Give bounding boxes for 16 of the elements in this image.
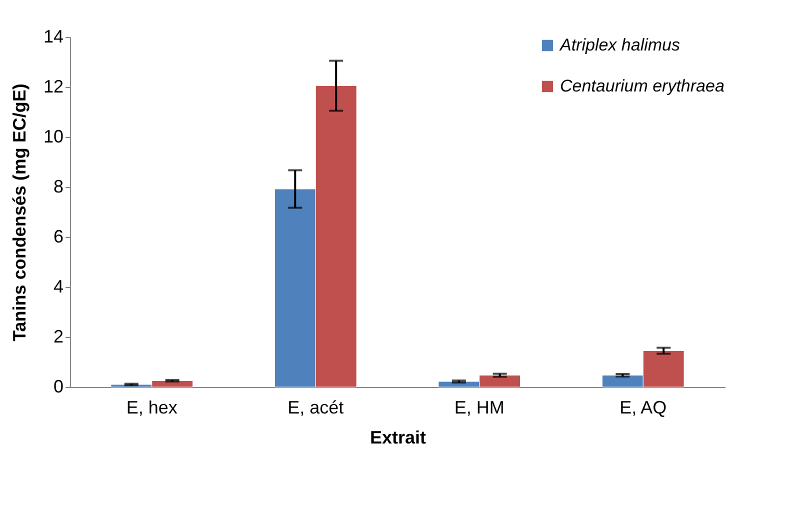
x-tick-label: E, HM xyxy=(454,398,504,418)
y-tick-label: 12 xyxy=(43,76,64,96)
x-tick-label: E, acét xyxy=(288,398,344,418)
y-tick-label: 10 xyxy=(43,126,64,146)
legend-label: Centaurium erythraea xyxy=(560,76,724,96)
y-tick-label: 6 xyxy=(53,226,64,246)
y-tick-label: 8 xyxy=(53,176,64,196)
x-axis-title: Extrait xyxy=(370,428,426,448)
x-tick-label: E, hex xyxy=(126,398,178,418)
y-tick-label: 2 xyxy=(53,326,64,346)
y-tick-label: 14 xyxy=(43,26,64,46)
y-tick-label: 4 xyxy=(53,276,64,296)
legend-label: Atriplex halimus xyxy=(559,36,680,54)
y-axis-title: Tanins condensés (mg EC/gE) xyxy=(9,84,30,342)
y-tick-label: 0 xyxy=(53,376,64,396)
x-tick-label: E, AQ xyxy=(620,398,667,418)
